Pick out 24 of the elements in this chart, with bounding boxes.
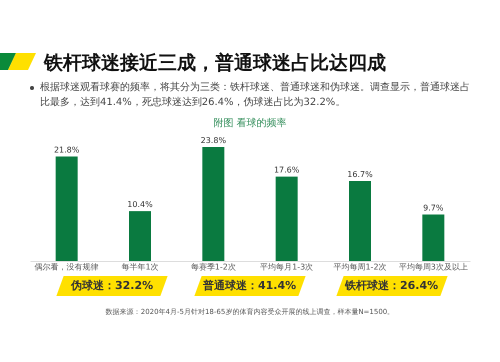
x-tick-label: 平均每周3次及以上 <box>398 262 468 272</box>
data-label: 10.4% <box>127 200 154 210</box>
bar <box>276 176 298 261</box>
bar <box>129 211 151 261</box>
text: 铁杆球迷：26.4% <box>345 278 439 294</box>
x-tick-label: 偶尔看，没有规律 <box>34 262 99 272</box>
bar <box>349 180 371 261</box>
text: 普通球迷：41.4% <box>203 278 297 294</box>
chart-title: 铁杆球迷接近三成，普通球迷占比达四成 <box>44 51 386 76</box>
x-tick-label: 平均每月1-3次 <box>260 262 314 272</box>
text: 伪球迷：32.2% <box>70 278 154 294</box>
data-label: 16.7% <box>347 170 374 179</box>
x-tick-label: 每半年1次 <box>121 262 159 272</box>
data-label: 9.7% <box>423 204 444 213</box>
data-label: 21.8% <box>54 146 80 155</box>
x-tick-label: 平均每周1-2次 <box>333 262 387 272</box>
bar <box>56 156 78 261</box>
chart-subtitle: 根据球迷观看球赛的频率，将其分为三类：铁杆球迷、普通球迷和伪球迷。调查显示，普通球迷占比最多，达到41.4%，死忠球迷达到26.4%，伪球迷占比为32.2%。 <box>40 80 470 110</box>
bar <box>422 214 444 261</box>
bar <box>202 146 224 261</box>
text: 附图 看球的频率 <box>212 116 288 130</box>
x-tick-label: 每赛季1-2次 <box>190 262 236 272</box>
data-label: 23.8% <box>200 136 226 145</box>
data-label: 17.6% <box>274 166 300 175</box>
